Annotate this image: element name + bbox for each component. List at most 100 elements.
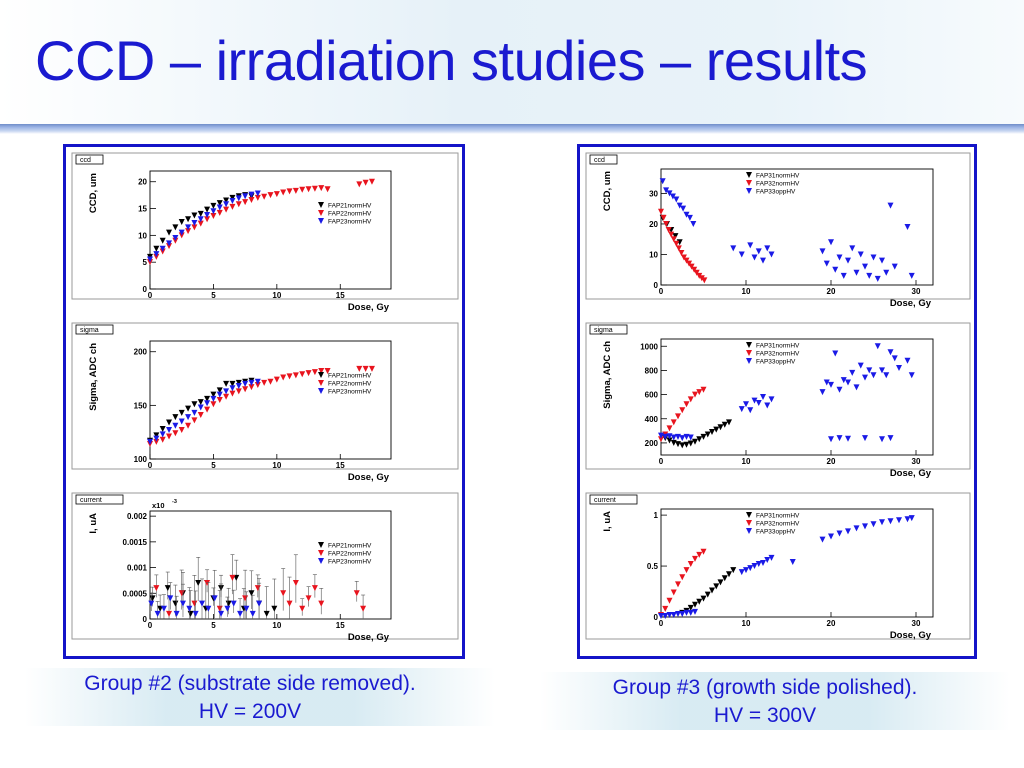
x-tick-label: 5 (211, 621, 216, 630)
legend-label: FAP23normHV (328, 219, 372, 226)
data-point (261, 379, 268, 386)
data-point (679, 610, 686, 617)
legend-marker (318, 202, 324, 208)
data-point (229, 574, 236, 581)
legend-label: FAP22normHV (328, 551, 372, 558)
data-point (730, 245, 737, 252)
data-point (223, 201, 230, 208)
data-point (904, 357, 911, 364)
data-point (216, 200, 223, 207)
data-point (172, 414, 179, 421)
data-point (683, 401, 690, 408)
data-point (235, 379, 242, 386)
y-tick-label: 0.001 (127, 564, 148, 573)
left-ccd-chart: ccd 0 5 10 15 0 5 10 15 20 Dose, Gy CCD, um FAP21nor… (71, 152, 459, 313)
y-axis-label: Sigma, ADC ch (88, 343, 99, 411)
title-band: CCD – irradiation studies – results (0, 0, 1024, 125)
caption-right: Group #3 (growth side polished). HV = 30… (545, 674, 985, 730)
data-point (673, 196, 680, 203)
data-point (237, 610, 244, 617)
data-point (166, 610, 173, 617)
data-point (153, 585, 160, 592)
data-point (696, 551, 703, 558)
data-point (223, 197, 230, 204)
data-point (157, 605, 164, 612)
data-point (362, 179, 369, 186)
plot-tag-box (589, 324, 628, 335)
data-point (862, 523, 868, 530)
y-tick-label: 100 (134, 455, 148, 464)
data-point (687, 561, 694, 568)
x-axis-label: Dose, Gy (890, 630, 932, 641)
data-point (845, 435, 851, 442)
legend-marker (746, 172, 752, 178)
data-point (726, 419, 732, 426)
legend-label: FAP31normHV (756, 173, 800, 180)
caption-left-line1: Group #2 (substrate side removed). (84, 672, 416, 695)
data-point (691, 266, 698, 273)
plot-tag-label: ccd (80, 157, 91, 164)
caption-band-right (540, 672, 1010, 730)
legend-marker (746, 350, 752, 356)
data-point (751, 397, 758, 404)
data-point (159, 245, 166, 252)
data-point (680, 254, 687, 261)
data-point (235, 388, 242, 395)
data-point (216, 391, 223, 398)
data-point (726, 571, 732, 578)
y-axis-label: CCD, um (602, 171, 613, 211)
data-point (292, 187, 299, 194)
data-point (178, 218, 185, 225)
left-plot-panel: ccd 0 5 10 15 0 5 10 15 20 Dose, Gy CCD, um FAP21nor… (63, 144, 465, 659)
data-point (243, 605, 250, 612)
data-point (267, 378, 274, 385)
data-point (709, 587, 715, 594)
data-point (747, 407, 754, 414)
x-axis-label: Dose, Gy (348, 472, 390, 483)
data-point (223, 206, 230, 213)
data-point (178, 418, 185, 425)
data-point (254, 378, 261, 385)
data-point (256, 600, 263, 607)
data-point (683, 567, 690, 574)
data-point (666, 190, 673, 197)
data-point (210, 401, 217, 408)
data-point (696, 598, 703, 605)
right-current-chart: current 0 10 20 30 0 0.5 1 Dose, Gy I, uA FAP31nor… (585, 492, 971, 641)
data-point (849, 245, 856, 252)
data-point (857, 251, 864, 258)
legend-label: FAP21normHV (328, 203, 372, 210)
data-point (153, 435, 160, 442)
y-tick-label: 0.0005 (123, 589, 148, 598)
data-point (679, 574, 686, 581)
data-point (896, 365, 902, 371)
y-axis-label: I, uA (602, 511, 613, 532)
data-point (666, 437, 673, 444)
data-point (235, 195, 242, 202)
data-point (670, 611, 677, 618)
data-point (832, 350, 839, 357)
data-point (670, 589, 677, 596)
data-point (879, 257, 885, 264)
data-point (191, 224, 198, 231)
x-tick-label: 10 (272, 291, 281, 300)
data-point (235, 383, 242, 390)
data-point (167, 595, 174, 602)
data-point (318, 185, 325, 192)
y-tick-label: 30 (649, 189, 658, 198)
data-point (271, 605, 278, 612)
plot-area (149, 170, 392, 290)
y-axis-label: I, uA (88, 513, 99, 534)
data-point (356, 181, 363, 188)
data-point (663, 220, 670, 227)
data-point (704, 591, 711, 598)
data-point (887, 349, 894, 356)
data-point (159, 425, 166, 432)
data-point (224, 605, 231, 612)
y-tick-label: 1 (654, 511, 659, 520)
x-tick-label: 0 (659, 287, 664, 296)
data-point (216, 397, 223, 403)
data-point (675, 413, 681, 420)
